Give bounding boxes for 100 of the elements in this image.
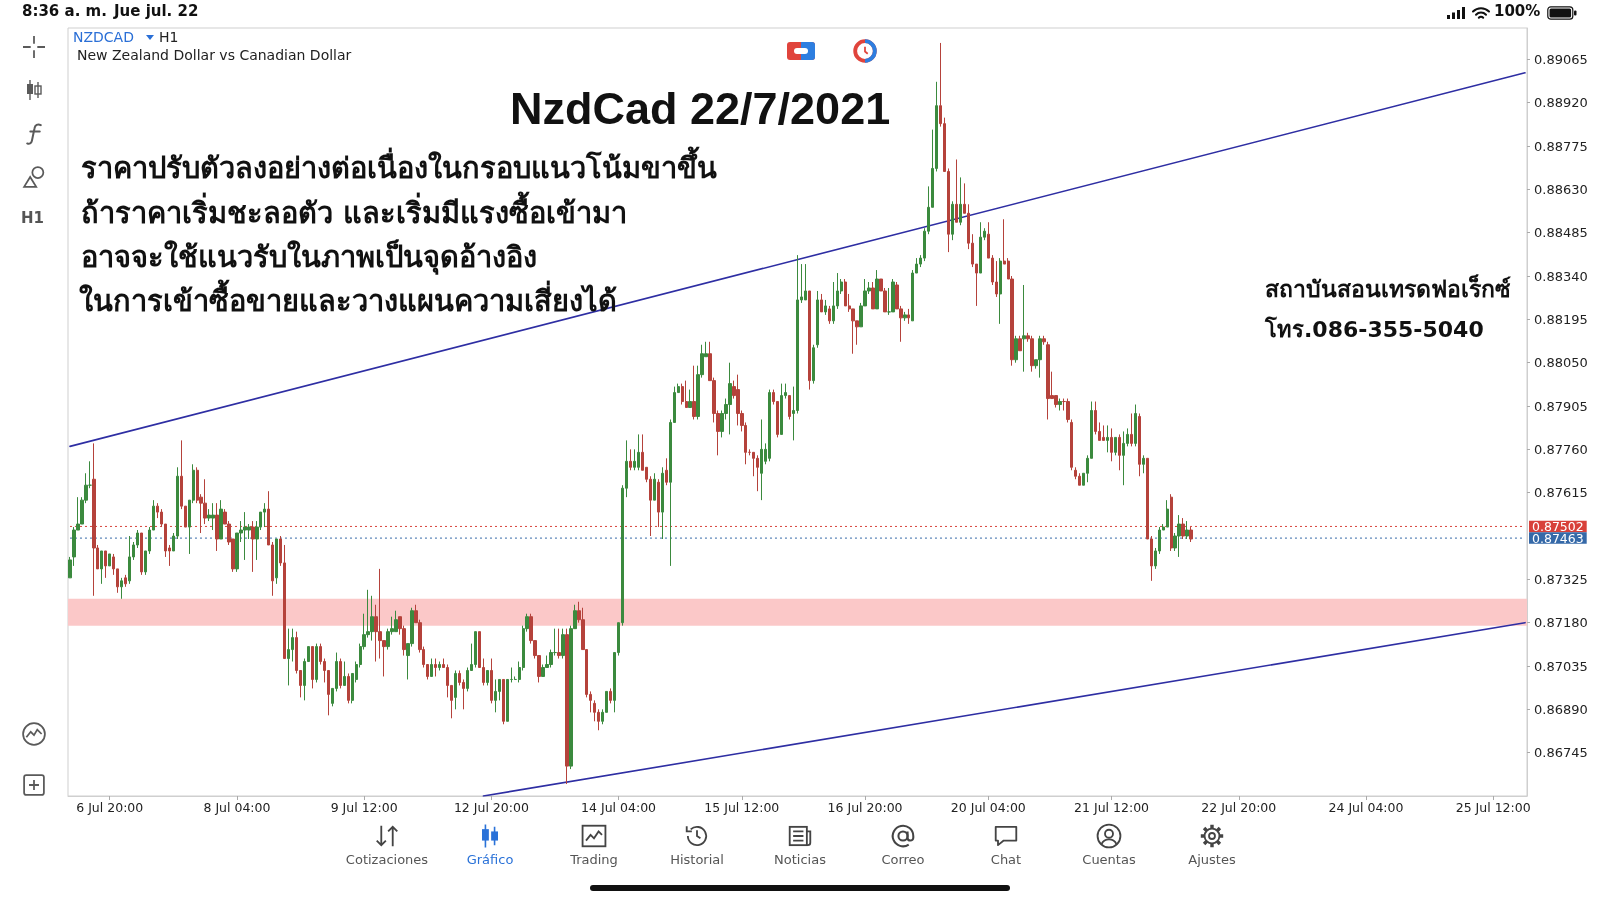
candlestick <box>565 628 569 785</box>
candlestick <box>124 574 127 588</box>
candlestick <box>808 290 811 391</box>
candlestick <box>688 389 692 409</box>
x-tick-label: 16 Jul 20:00 <box>827 800 903 815</box>
candlestick <box>92 442 96 597</box>
candlestick <box>474 631 477 668</box>
candlestick <box>108 553 111 567</box>
x-tick-label: 20 Jul 04:00 <box>950 800 1026 815</box>
annotation: สถาบันสอนเทรดฟอเร็กซ์ <box>1265 276 1511 303</box>
candlestick <box>875 269 879 310</box>
candlestick <box>339 658 342 689</box>
candlestick <box>653 472 656 501</box>
candlestick <box>685 380 688 409</box>
candlestick <box>1110 427 1113 462</box>
candlestick <box>251 520 255 573</box>
text: New Zealand Dollar vs Canadian Dollar <box>77 47 352 63</box>
text: 100% <box>1494 2 1541 21</box>
y-tick-label: 0.88485 <box>1534 225 1588 241</box>
annotation: อาจจะใช้แนวรับในภาพเป็นจุดอ้างอิง <box>81 240 537 275</box>
candlestick <box>1122 430 1125 486</box>
text: Correo <box>881 852 925 868</box>
candlestick <box>1102 424 1105 441</box>
x-tick-label: 8 Jul 04:00 <box>203 800 271 815</box>
annotation: H1 <box>159 29 179 46</box>
candlestick <box>681 383 684 406</box>
candlestick <box>959 176 962 226</box>
y-tick-label: 0.86745 <box>1534 745 1588 761</box>
x-tick-label: 25 Jul 12:00 <box>1455 800 1531 815</box>
candlestick <box>1177 514 1181 558</box>
candlestick <box>1170 493 1173 552</box>
x-tick-label: 24 Jul 04:00 <box>1328 800 1404 815</box>
candlestick <box>1181 517 1185 540</box>
candlestick <box>1142 454 1145 474</box>
y-tick-label: 0.87325 <box>1534 571 1588 587</box>
candlestick <box>1130 412 1133 447</box>
text: Chat <box>990 852 1022 868</box>
candlestick <box>1166 499 1169 528</box>
candlestick <box>347 672 350 704</box>
text: Cuentas <box>1082 852 1136 868</box>
candlestick <box>490 658 493 704</box>
candlestick <box>438 661 441 671</box>
candlestick <box>502 678 505 725</box>
candlestick <box>768 389 771 462</box>
candlestick <box>955 158 958 223</box>
candlestick <box>665 457 668 486</box>
y-tick-label: 0.88920 <box>1534 95 1588 111</box>
annotation: โทร.086-355-5040 <box>1265 317 1484 343</box>
candlestick <box>275 538 278 585</box>
candlestick <box>486 669 489 686</box>
candlestick <box>979 221 982 274</box>
y-tick-label: 0.87760 <box>1534 441 1588 457</box>
ref-line-label: 0.87502 <box>1532 518 1584 534</box>
candlestick <box>211 502 215 531</box>
candlestick <box>561 628 565 660</box>
candlestick <box>454 669 457 710</box>
candlestick <box>1138 412 1141 477</box>
y-tick-label: 0.88340 <box>1534 268 1588 284</box>
text: Noticias <box>774 852 826 868</box>
candlestick <box>1022 284 1026 373</box>
candlestick <box>140 532 143 576</box>
y-tick-label: 0.88050 <box>1534 355 1588 371</box>
candlestick <box>692 365 696 420</box>
candlestick <box>828 305 831 325</box>
candlestick <box>1114 436 1117 456</box>
candlestick <box>728 362 732 435</box>
candlestick <box>788 395 791 420</box>
candlestick <box>1030 335 1034 373</box>
candlestick <box>657 478 660 528</box>
candlestick <box>629 448 632 471</box>
x-tick-label: 12 Jul 20:00 <box>453 800 529 815</box>
y-tick-label: 0.87905 <box>1534 398 1588 414</box>
candlestick <box>999 257 1002 325</box>
candlestick <box>891 278 895 313</box>
y-tick-label: 0.87615 <box>1534 485 1588 501</box>
candlestick <box>287 628 290 686</box>
candlestick <box>1014 335 1018 364</box>
y-tick-label: 0.87035 <box>1534 658 1588 674</box>
y-tick-label: 0.87180 <box>1534 615 1588 631</box>
candlestick <box>1189 526 1193 543</box>
annotation: NZDCAD <box>73 29 134 46</box>
candlestick <box>1185 520 1189 540</box>
candlestick <box>903 311 907 322</box>
candlestick <box>1134 404 1137 447</box>
text: Trading <box>570 852 618 868</box>
candlestick <box>315 643 318 683</box>
candlestick <box>661 466 664 540</box>
candlestick <box>1038 335 1042 379</box>
y-tick-label: 0.88775 <box>1534 138 1588 154</box>
candlestick <box>430 658 433 677</box>
text: NzdCad 22/7/2021 <box>510 83 891 134</box>
candlestick <box>1046 341 1050 420</box>
candlestick <box>609 687 612 704</box>
candlestick <box>1058 398 1062 412</box>
candlestick <box>263 502 266 528</box>
candlestick <box>394 610 398 633</box>
candlestick <box>219 499 223 540</box>
candlestick <box>951 200 954 241</box>
candlestick <box>816 290 819 349</box>
candlestick <box>506 678 509 722</box>
